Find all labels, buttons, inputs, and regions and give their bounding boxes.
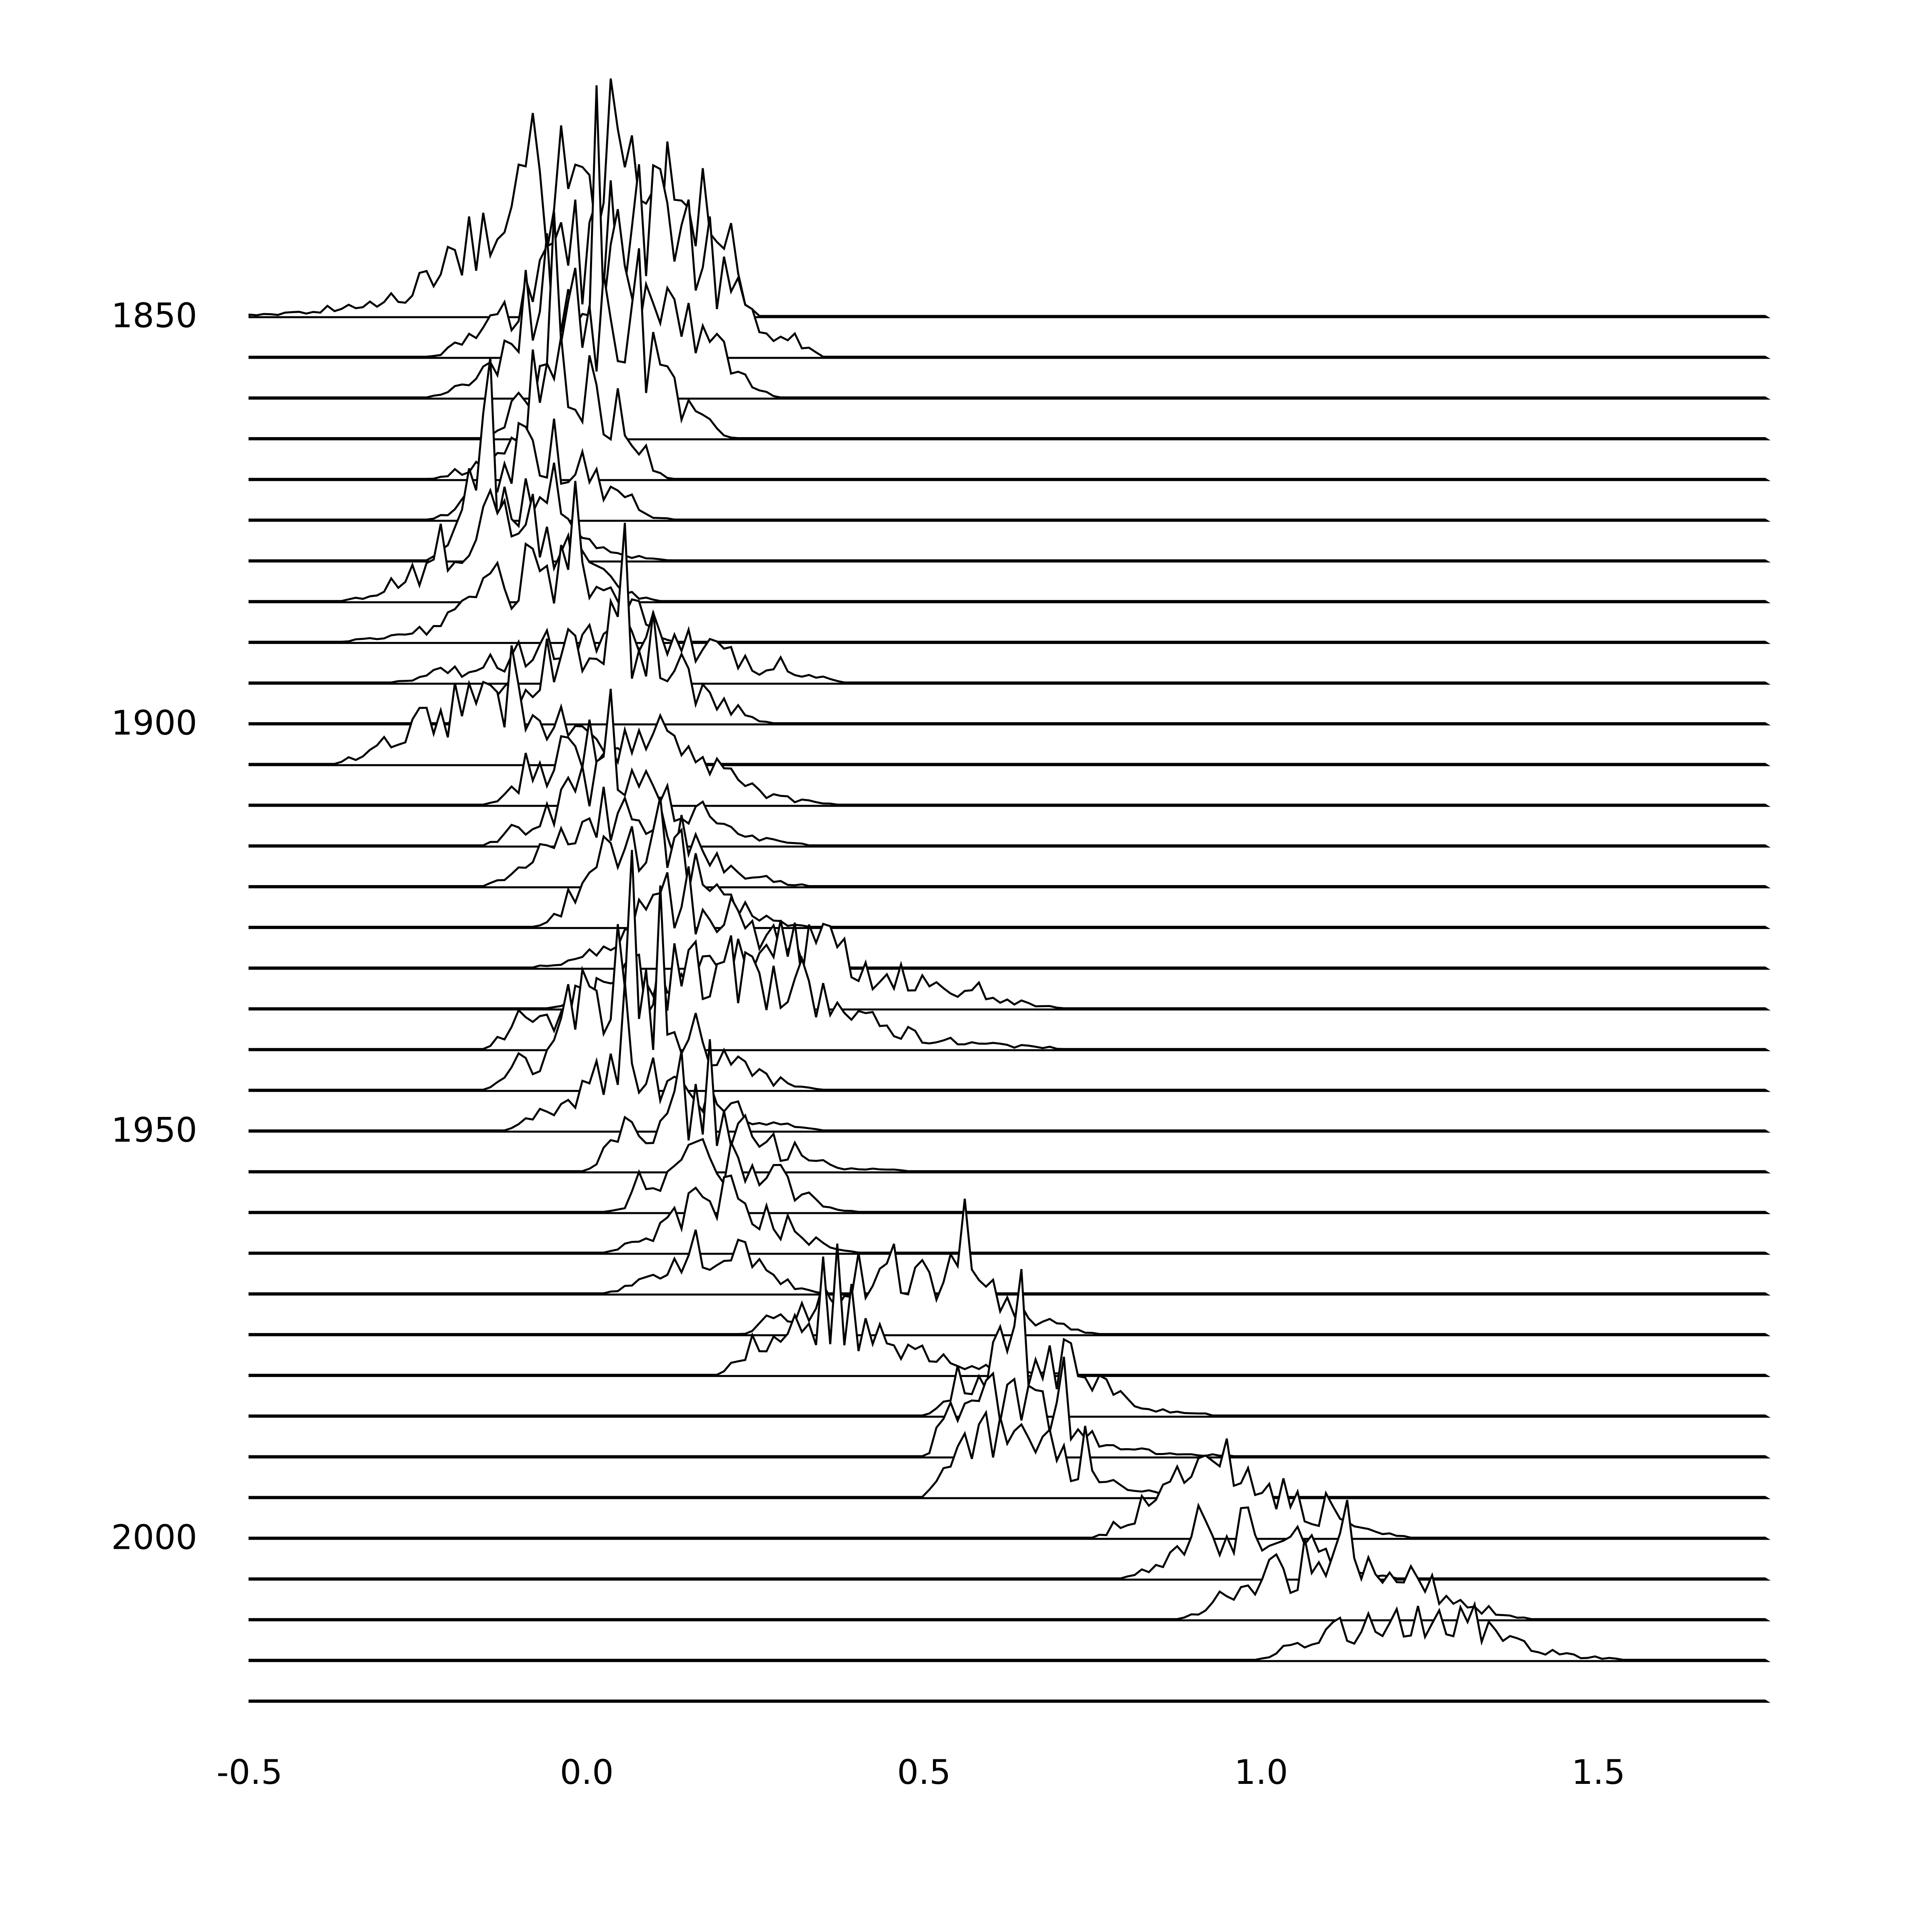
ridge-1880 [248,357,1771,563]
ridge-2000 [248,1438,1771,1540]
ridge-1940 [248,935,1771,1051]
x-tick-label-2: 0.5 [897,1752,951,1792]
ridge-1900 [248,522,1771,726]
ridge-1905 [248,645,1771,766]
x-tick-label-1: 0.0 [560,1752,614,1792]
ridge-1955 [248,1039,1771,1174]
ridge-1950 [248,981,1771,1133]
x-tick-labels: -0.5 0.0 0.5 1.0 1.5 [217,1752,1625,1792]
ridge-1920 [248,786,1771,888]
ridge-1975 [248,1199,1771,1336]
x-tick-label-0: -0.5 [217,1752,283,1792]
ridge-1970 [248,1229,1771,1296]
ridge-lines [248,78,1771,1703]
x-tick-label-3: 1.0 [1234,1752,1288,1792]
y-tick-label-1850: 1850 [111,296,197,335]
ridge-1870 [248,336,1771,481]
ridge-1965 [248,1174,1771,1255]
ridge-1890 [248,481,1771,644]
ridge-2015 [248,1600,1771,1662]
ridge-2010 [248,1500,1771,1622]
ridge-1995 [248,1410,1771,1499]
y-tick-label-1950: 1950 [111,1110,197,1150]
ridge-1990 [248,1356,1771,1459]
x-tick-label-4: 1.5 [1571,1752,1625,1792]
ridge-2020 [248,1699,1771,1703]
y-tick-label-2000: 2000 [111,1517,197,1557]
ridge-1960 [248,1137,1771,1214]
ridge-1885 [248,487,1771,603]
ridge-1860 [248,85,1771,400]
y-tick-labels: 1850 1900 1950 2000 [111,296,197,1557]
y-tick-label-1900: 1900 [111,703,197,743]
ridge-2005 [248,1502,1771,1581]
ridge-1930 [248,866,1771,970]
ridge-1850 [248,78,1771,318]
ridge-1865 [248,211,1771,441]
ridge-1925 [248,797,1771,929]
ridge-1935 [248,920,1771,1011]
